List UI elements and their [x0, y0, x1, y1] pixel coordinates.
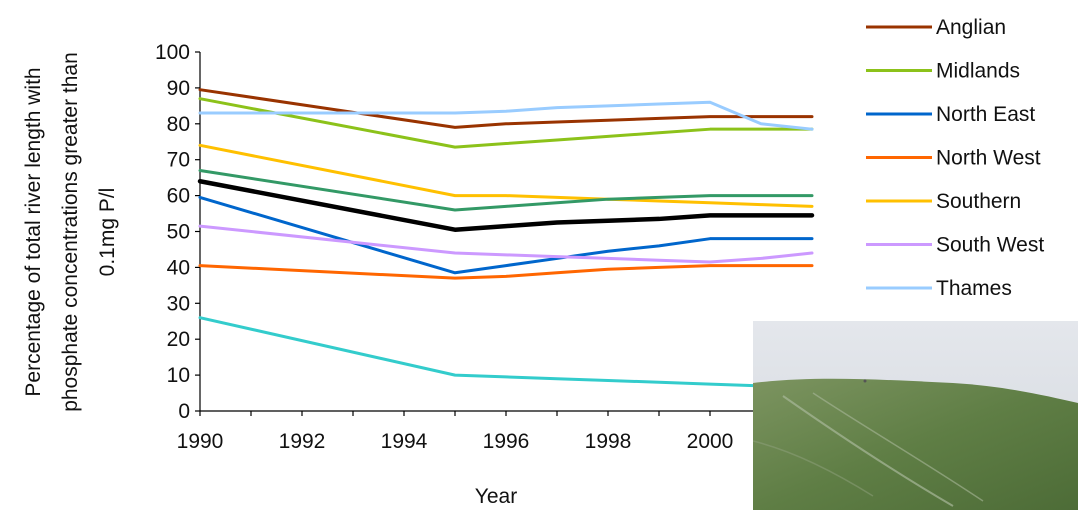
x-tick-label: 2000: [687, 430, 734, 453]
y-tick-label: 30: [167, 292, 190, 315]
series-line-north-east: [198, 195, 814, 275]
field-photo-image: [753, 321, 1078, 510]
legend-label: Southern: [936, 190, 1021, 213]
series-line-anglian: [198, 88, 814, 129]
series-line-unnamed-8: [197, 178, 815, 232]
x-tick-label: 1990: [177, 430, 224, 453]
y-tick-label: 80: [167, 113, 190, 136]
legend: Anglian Midlands North East North West South…: [866, 16, 1044, 300]
legend-label: South West: [936, 234, 1044, 257]
y-axis-title-line: 0.1mg P/l: [96, 188, 119, 277]
x-tick-label: 1998: [585, 430, 632, 453]
y-tick-label: 90: [167, 77, 190, 100]
y-tick-label: 0: [178, 400, 190, 423]
legend-label: Anglian: [936, 16, 1006, 39]
y-axis: 0 10 20 30 40 50 60 70 80 90 100: [155, 41, 201, 423]
series-lines: [197, 88, 815, 388]
y-tick-label: 100: [155, 41, 190, 64]
y-tick-label: 60: [167, 185, 190, 208]
y-tick-label: 40: [167, 256, 190, 279]
series-line-north-west: [198, 264, 814, 280]
series-line-unnamed-7: [198, 168, 814, 212]
series-line-unnamed-9: [198, 316, 814, 388]
legend-label: North East: [936, 103, 1035, 126]
y-tick-label: 20: [167, 328, 190, 351]
y-tick-label: 70: [167, 149, 190, 172]
x-tick-label: 1994: [381, 430, 428, 453]
y-tick-label: 50: [167, 221, 190, 244]
x-axis-title: Year: [475, 485, 517, 508]
x-tick-label: 1996: [483, 430, 530, 453]
series-line-thames: [198, 100, 814, 131]
legend-label: Midlands: [936, 60, 1020, 83]
y-axis-title-line: phosphate concentrations greater than: [59, 52, 82, 412]
y-axis-title-line: Percentage of total river length with: [22, 67, 45, 396]
y-tick-label: 10: [167, 364, 190, 387]
y-axis-title: Percentage of total river length with pho…: [22, 52, 119, 412]
x-tick-label: 1992: [279, 430, 326, 453]
x-axis: 1990 1992 1994 1996 1998 2000: [177, 410, 813, 453]
series-line-south-west: [198, 224, 814, 264]
legend-label: North West: [936, 147, 1041, 170]
field-photo: [753, 321, 1078, 510]
series-line-midlands: [198, 97, 814, 149]
legend-label: Thames: [936, 277, 1012, 300]
